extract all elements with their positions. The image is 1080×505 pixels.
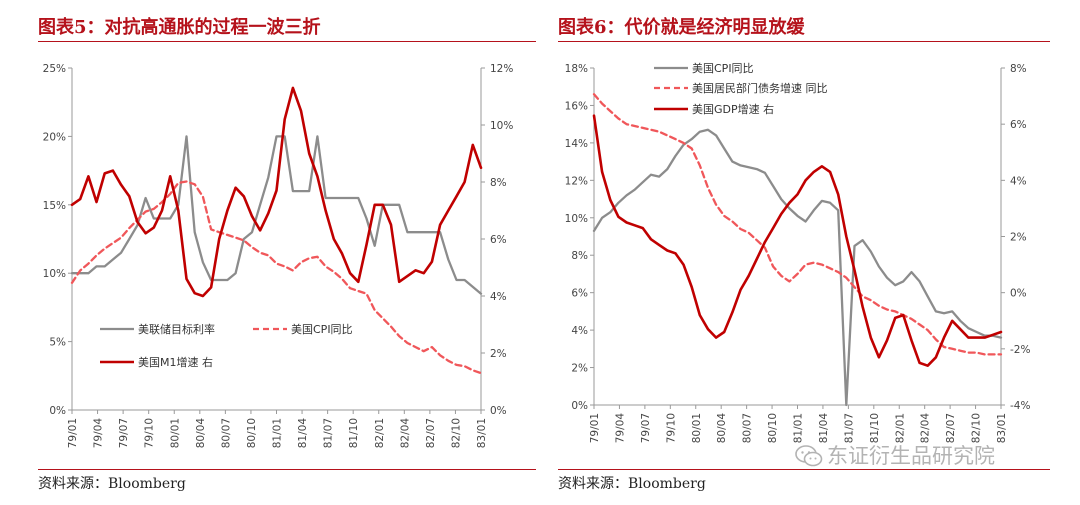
- x-tick-label: 82/07: [425, 418, 437, 448]
- x-tick-label: 81/04: [297, 418, 309, 449]
- chart-title: 图表5：对抗高通胀的过程一波三折: [38, 17, 321, 38]
- right-tick-label: 4%: [1010, 175, 1027, 187]
- x-tick-label: 79/04: [614, 413, 626, 444]
- legend-label: 美国M1增速 右: [138, 355, 213, 369]
- right-tick-label: 10%: [490, 120, 513, 132]
- legend-label: 美联储目标利率: [138, 322, 215, 336]
- x-tick-label: 81/04: [818, 413, 830, 444]
- chart-panel-1: 图表5：对抗高通胀的过程一波三折 0% 5% 10% 15% 20% 25% 0% 2% 4% 6…: [38, 0, 536, 505]
- watermark: 东证衍生品研究院: [795, 440, 995, 470]
- left-tick-label: 6%: [571, 288, 588, 300]
- left-tick-label: 18%: [565, 63, 588, 75]
- x-tick-label: 79/10: [144, 418, 156, 448]
- series-line-0: [592, 128, 1003, 407]
- x-tick-label: 82/10: [450, 418, 462, 448]
- x-tick-label: 81/10: [348, 418, 360, 448]
- x-tick-label: 80/07: [220, 418, 232, 448]
- x-tick-label: 79/07: [640, 413, 652, 443]
- chart-source: 资料来源：Bloomberg: [38, 476, 186, 492]
- left-tick-label: 8%: [571, 250, 588, 262]
- wechat-icon: [795, 445, 823, 467]
- x-tick-label: 80/01: [169, 418, 181, 448]
- x-tick-label: 80/10: [246, 418, 258, 448]
- series-line-1: [70, 180, 483, 375]
- x-tick-label: 83/01: [996, 413, 1008, 443]
- x-tick-label: 80/04: [716, 413, 728, 444]
- x-tick-label: 83/01: [476, 418, 488, 448]
- series-line-1: [592, 93, 1003, 356]
- x-tick-label: 79/01: [67, 418, 79, 448]
- x-tick-label: 81/01: [793, 413, 805, 443]
- x-tick-label: 82/04: [920, 413, 932, 444]
- left-tick-label: 15%: [43, 200, 66, 212]
- x-tick-label: 80/04: [195, 418, 207, 449]
- x-tick-label: 82/04: [399, 418, 411, 449]
- x-tick-label: 81/01: [272, 418, 284, 448]
- x-tick-label: 79/10: [665, 413, 677, 443]
- legend-label: 美国CPI同比: [291, 323, 353, 336]
- left-tick-label: 2%: [571, 363, 588, 375]
- right-tick-label: 2%: [490, 348, 507, 360]
- x-tick-label: 80/10: [767, 413, 779, 443]
- legend-label: 美国居民部门债务增速 同比: [692, 81, 828, 95]
- right-tick-label: 8%: [490, 177, 507, 189]
- left-tick-label: 0%: [49, 405, 66, 417]
- x-tick-label: 81/07: [323, 418, 335, 448]
- right-tick-label: 8%: [1010, 63, 1027, 75]
- x-tick-label: 80/01: [691, 413, 703, 443]
- series-line-2: [70, 86, 483, 298]
- x-tick-label: 82/10: [971, 413, 983, 443]
- title-divider: [38, 41, 536, 42]
- x-tick-label: 80/07: [742, 413, 754, 443]
- right-tick-label: -4%: [1010, 400, 1030, 412]
- x-tick-label: 79/01: [589, 413, 601, 443]
- left-tick-label: 10%: [565, 213, 588, 225]
- x-tick-label: 79/07: [118, 418, 130, 448]
- series-line-2: [592, 114, 1003, 367]
- right-tick-label: 6%: [1010, 119, 1027, 131]
- left-tick-label: 12%: [565, 175, 588, 187]
- title-divider: [558, 41, 1050, 42]
- right-tick-label: 6%: [490, 234, 507, 246]
- x-tick-label: 82/01: [894, 413, 906, 443]
- source-divider: [38, 469, 536, 470]
- chart-2-svg: 0% 2% 4% 6% 8% 10% 12% 14% 16% 18% -4% -2% 0% 2% 4% 6% 8…: [565, 62, 1031, 444]
- left-tick-label: 10%: [43, 268, 66, 280]
- left-tick-label: 4%: [571, 325, 588, 337]
- right-tick-label: 0%: [490, 405, 507, 417]
- left-tick-label: 14%: [565, 138, 588, 150]
- legend-label: 美国GDP增速 右: [692, 102, 774, 116]
- right-tick-label: 2%: [1010, 232, 1027, 244]
- right-tick-label: 12%: [490, 63, 513, 75]
- x-tick-label: 82/01: [374, 418, 386, 448]
- watermark-text: 东证衍生品研究院: [827, 444, 995, 468]
- legend-label: 美国CPI同比: [692, 62, 754, 75]
- chart-title: 图表6：代价就是经济明显放缓: [558, 17, 805, 38]
- left-tick-label: 0%: [571, 400, 588, 412]
- left-tick-label: 5%: [49, 337, 66, 349]
- x-tick-label: 81/07: [843, 413, 855, 443]
- left-tick-label: 16%: [565, 100, 588, 112]
- source-divider: [558, 469, 1050, 470]
- chart-source: 资料来源：Bloomberg: [558, 476, 706, 492]
- right-tick-label: 0%: [1010, 288, 1027, 300]
- x-tick-label: 81/10: [869, 413, 881, 443]
- left-tick-label: 20%: [43, 131, 66, 143]
- right-tick-label: 4%: [490, 291, 507, 303]
- chart-1-svg: 0% 5% 10% 15% 20% 25% 0% 2% 4% 6% 8% 10% 12% 79/01 79/…: [43, 63, 514, 449]
- x-tick-label: 82/07: [945, 413, 957, 443]
- chart-panel-2: 图表6：代价就是经济明显放缓 0% 2% 4% 6% 8% 10% 12% 14% 16% 18%…: [558, 0, 1050, 505]
- series-line-0: [70, 135, 483, 295]
- left-tick-label: 25%: [43, 63, 66, 75]
- right-tick-label: -2%: [1010, 344, 1030, 356]
- x-tick-label: 79/04: [93, 418, 105, 449]
